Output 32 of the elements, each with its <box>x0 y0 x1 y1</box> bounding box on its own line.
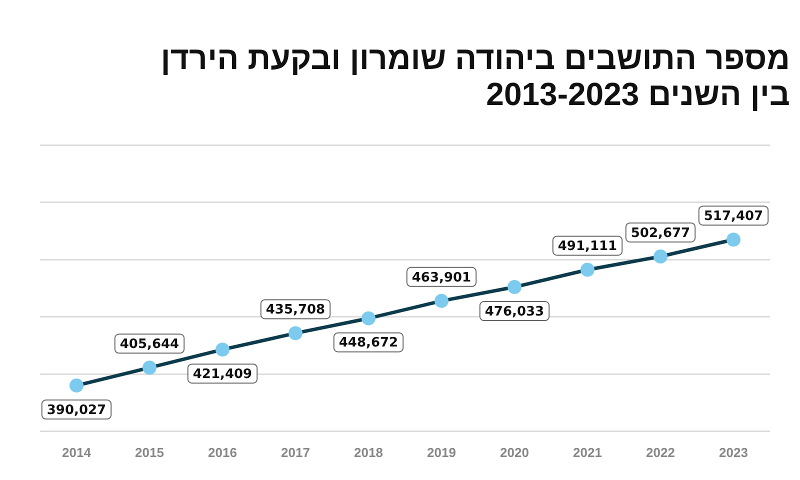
data-label: 448,672 <box>338 336 398 351</box>
point <box>508 280 522 294</box>
point <box>70 378 84 393</box>
x-tick-label: 2017 <box>281 444 310 460</box>
x-tick-label: 2018 <box>354 444 383 460</box>
x-tick-label: 2014 <box>62 444 92 460</box>
data-label: 421,409 <box>192 366 252 382</box>
chart-subtitle: בין השנים 2013-2023 <box>485 76 790 112</box>
x-tick-label: 2023 <box>719 444 748 460</box>
point <box>216 342 230 357</box>
x-tick-label: 2019 <box>427 444 456 460</box>
chart-title: מספר התושבים ביהודה שומרון ובקעת הירדן <box>160 40 790 76</box>
data-label: 476,033 <box>484 304 544 320</box>
point <box>580 262 594 277</box>
data-label: 491,111 <box>558 239 618 254</box>
data-label: 405,644 <box>120 337 180 352</box>
data-label: 435,708 <box>266 302 326 318</box>
data-label: 463,901 <box>412 270 472 286</box>
x-tick-label: 2016 <box>208 444 237 460</box>
data-label: 390,027 <box>46 402 106 418</box>
point <box>434 294 448 308</box>
x-tick-label: 2015 <box>135 444 164 460</box>
point <box>142 360 156 375</box>
x-tick-label: 2021 <box>573 444 602 460</box>
point <box>654 249 668 264</box>
point <box>726 232 740 247</box>
data-label: 517,407 <box>704 208 764 224</box>
data-label: 502,677 <box>630 226 690 241</box>
x-tick-label: 2020 <box>500 444 529 460</box>
point <box>288 326 302 340</box>
point <box>362 311 376 326</box>
x-tick-label: 2022 <box>646 444 675 460</box>
